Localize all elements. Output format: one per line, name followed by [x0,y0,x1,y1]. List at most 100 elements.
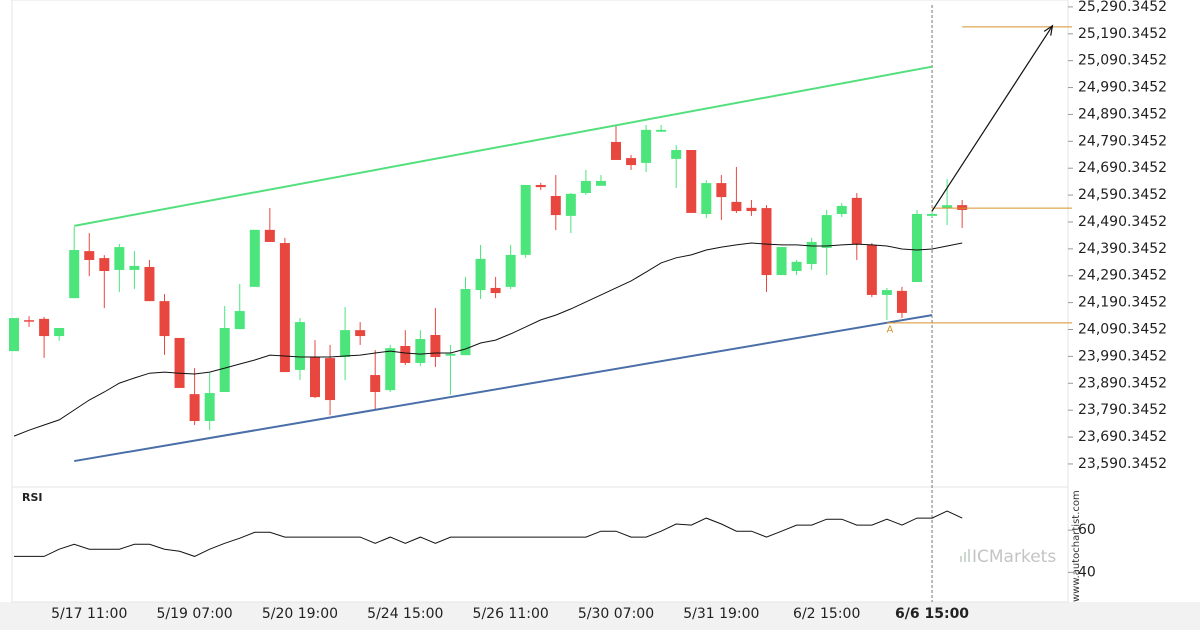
candle-body [294,322,305,370]
x-tick-label: 5/17 11:00 [51,606,127,622]
candle-body [957,205,968,210]
candle-body [580,180,591,194]
candle-body [505,254,516,287]
y-tick-label: 24,890.3452 [1078,106,1167,122]
source: www.autochartist.com [1071,490,1082,602]
candle-body [114,247,125,270]
candle-body [731,201,742,212]
candle-body [69,250,80,299]
moving-average [13,242,963,437]
plot-frame [11,0,1069,603]
candle-body [881,290,892,295]
candle-body [595,180,606,186]
x-tick-label: 5/20 19:00 [262,606,338,622]
candle-body [791,261,802,271]
y-tick-label: 25,090.3452 [1078,53,1167,69]
candle-body [249,229,260,287]
y-tick-label: 24,390.3452 [1078,241,1167,257]
candle-body [355,330,366,337]
candle-body [445,353,456,356]
candle-body [460,289,471,356]
candle-body [896,290,907,313]
candle-body [701,183,712,215]
y-tick-label: 24,590.3452 [1078,187,1167,203]
candle-body [129,265,140,270]
trend-line [74,314,933,463]
candle-body [370,375,381,392]
candle-body [490,287,501,294]
watermark-logo [960,549,970,562]
candle-body [9,318,19,352]
rsi-label: RSI [22,491,43,504]
y-tick-label: 23,590.3452 [1078,456,1167,472]
candle-body [912,214,922,283]
x-axis-band [0,602,1200,630]
candle-body [836,205,847,215]
candle-body [189,394,200,422]
candle-body [219,327,230,392]
y-tick-label: 24,290.3452 [1078,268,1167,284]
forecast-arrow [931,25,1053,212]
y-tick-label: 23,990.3452 [1078,348,1167,364]
y-tick-label: 24,190.3452 [1078,295,1167,311]
candle-body [84,251,95,260]
watermark: ICMarkets [972,547,1056,567]
y-tick-label: 23,690.3452 [1078,429,1167,445]
candle-body [626,158,637,166]
x-tick-label: 5/19 07:00 [156,606,232,622]
y-tick-label: 24,990.3452 [1078,80,1167,96]
rsi-line [14,510,963,557]
candle-body [851,197,862,245]
candle-body [174,337,185,388]
x-tick-label: 6/2 15:00 [793,606,860,622]
arrow-head [1043,24,1054,36]
candle-body [565,193,576,216]
trend-line [74,65,933,227]
candle-body [776,247,787,276]
candle-body [520,184,531,255]
candle-body [310,357,320,398]
candle-body [39,318,50,337]
annotation: A [886,325,893,336]
candle-body [686,150,697,213]
x-tick-label: 5/26 11:00 [473,606,549,622]
candle-body [821,215,832,248]
candle-body [641,129,652,163]
candle-body [716,183,727,198]
candle-body [866,244,877,295]
candle-body [340,330,351,358]
x-tick-label: 6/6 15:00 [895,606,969,622]
y-tick-label: 24,690.3452 [1078,160,1167,176]
x-tick-label: 5/31 19:00 [683,606,759,622]
candle-body [264,229,275,242]
candle-body [475,258,486,291]
y-tick-label: 24,790.3452 [1078,133,1167,149]
candle-body [746,207,757,212]
candle-body [159,301,170,337]
candle-body [279,243,290,373]
candle-body [761,208,772,276]
y-tick-label: 25,190.3452 [1078,26,1167,42]
candle-body [204,393,215,422]
candle-body [54,327,65,337]
candle-body [611,141,621,160]
candle-body [99,258,110,271]
candle-body [535,184,546,188]
candle-body [234,311,245,330]
candle-body [144,266,155,302]
y-tick-label: 25,290.3452 [1078,0,1167,15]
candle-body [415,339,426,363]
y-tick-label: 23,790.3452 [1078,402,1167,418]
candle-body [671,150,682,159]
x-tick-label: 5/30 07:00 [578,606,654,622]
candle-body [325,358,336,401]
y-tick-label: 24,490.3452 [1078,214,1167,230]
candle-body [430,334,441,358]
rsi-tick-label: 40 [1078,564,1096,580]
y-tick-label: 23,890.3452 [1078,375,1167,391]
candle-body [942,205,953,209]
candle-body [24,320,35,322]
candle-body [806,241,817,265]
